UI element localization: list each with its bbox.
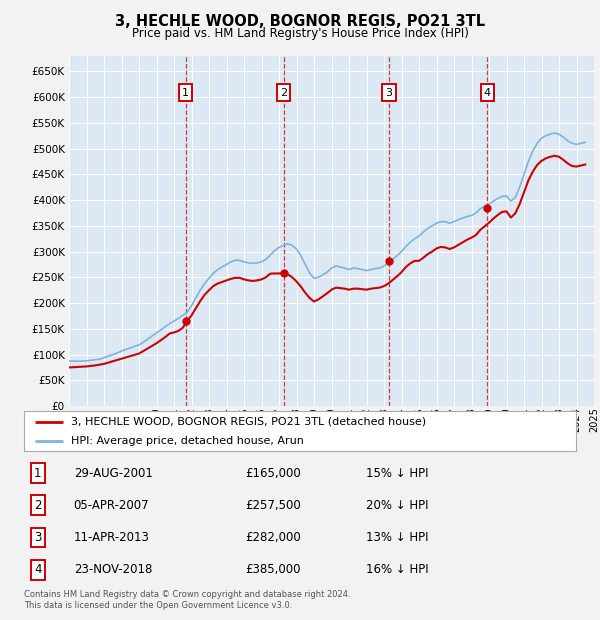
Text: 3: 3 <box>34 531 41 544</box>
Text: £165,000: £165,000 <box>245 467 301 479</box>
Text: 3: 3 <box>385 87 392 97</box>
Text: £257,500: £257,500 <box>245 499 301 511</box>
Text: 1: 1 <box>34 467 41 479</box>
Text: 15% ↓ HPI: 15% ↓ HPI <box>366 467 429 479</box>
Text: 3, HECHLE WOOD, BOGNOR REGIS, PO21 3TL: 3, HECHLE WOOD, BOGNOR REGIS, PO21 3TL <box>115 14 485 29</box>
Text: 23-NOV-2018: 23-NOV-2018 <box>74 564 152 576</box>
Text: £385,000: £385,000 <box>245 564 301 576</box>
Text: 29-AUG-2001: 29-AUG-2001 <box>74 467 152 479</box>
Text: 3, HECHLE WOOD, BOGNOR REGIS, PO21 3TL (detached house): 3, HECHLE WOOD, BOGNOR REGIS, PO21 3TL (… <box>71 417 426 427</box>
Text: Contains HM Land Registry data © Crown copyright and database right 2024.
This d: Contains HM Land Registry data © Crown c… <box>24 590 350 609</box>
Text: 4: 4 <box>34 564 41 576</box>
Text: 1: 1 <box>182 87 189 97</box>
Text: 05-APR-2007: 05-APR-2007 <box>74 499 149 511</box>
Text: 20% ↓ HPI: 20% ↓ HPI <box>366 499 429 511</box>
Text: 13% ↓ HPI: 13% ↓ HPI <box>366 531 429 544</box>
Text: 11-APR-2013: 11-APR-2013 <box>74 531 149 544</box>
Text: 2: 2 <box>34 499 41 511</box>
Text: £282,000: £282,000 <box>245 531 301 544</box>
Text: 16% ↓ HPI: 16% ↓ HPI <box>366 564 429 576</box>
Text: 2: 2 <box>280 87 287 97</box>
Text: 4: 4 <box>484 87 491 97</box>
Text: Price paid vs. HM Land Registry's House Price Index (HPI): Price paid vs. HM Land Registry's House … <box>131 27 469 40</box>
Text: HPI: Average price, detached house, Arun: HPI: Average price, detached house, Arun <box>71 436 304 446</box>
